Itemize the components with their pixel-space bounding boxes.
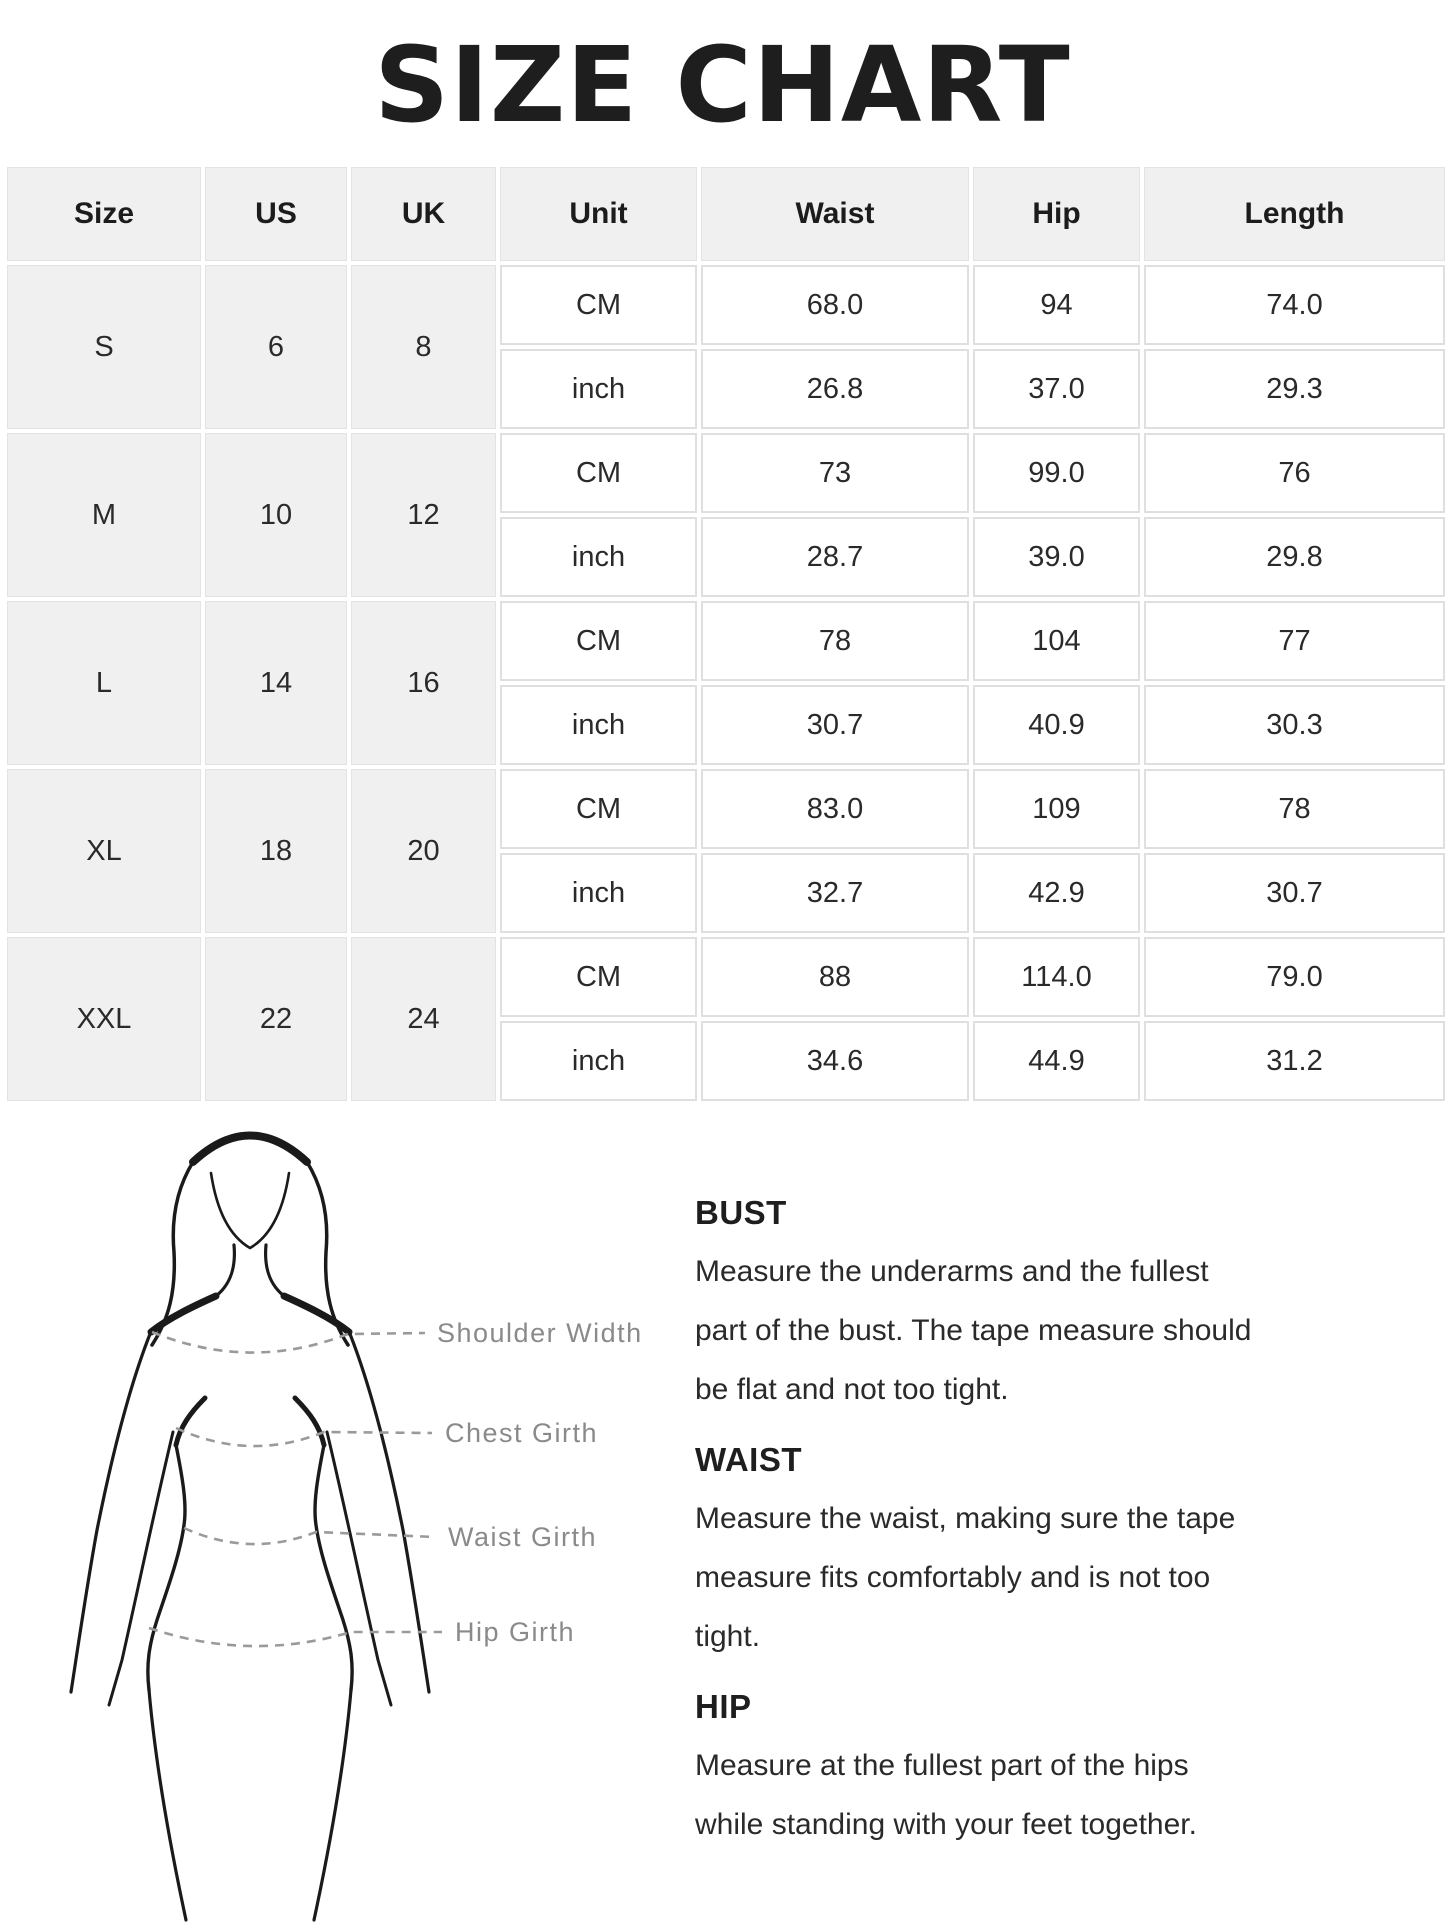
table-row: inch 32.7 42.9 30.7: [7, 853, 1445, 933]
bust-heading: BUST: [695, 1194, 787, 1231]
bust-text: Measure the underarms and the fullest pa…: [695, 1255, 1252, 1406]
unit-cell: CM: [500, 937, 697, 1017]
shoulder-width-dash-line: [151, 1330, 426, 1354]
length-cell: 78: [1144, 769, 1445, 849]
uk-size-cell: 12: [351, 433, 496, 597]
length-cell: 30.3: [1144, 685, 1445, 765]
waist-girth-label: Waist Girth: [448, 1522, 597, 1552]
hip-cell: 39.0: [973, 517, 1140, 597]
unit-cell: inch: [500, 349, 697, 429]
col-header-us: US: [205, 167, 347, 261]
length-cell: 76: [1144, 433, 1445, 513]
body-measurement-figure: Shoulder Width Chest Girth Waist Girth H…: [0, 1105, 700, 1927]
hip-cell: 109: [973, 769, 1140, 849]
waist-section: WAIST Measure the waist, making sure the…: [695, 1439, 1410, 1666]
unit-cell: inch: [500, 517, 697, 597]
uk-size-cell: 24: [351, 937, 496, 1101]
size-chart-table: Size US UK Unit Waist Hip Length S 6 8 C…: [3, 163, 1445, 1105]
col-header-waist: Waist: [701, 167, 969, 261]
waist-text: Measure the waist, making sure the tape …: [695, 1502, 1236, 1653]
waist-girth-dash-line: [183, 1526, 436, 1546]
waist-cell: 68.0: [701, 265, 969, 345]
table-header-row: Size US UK Unit Waist Hip Length: [7, 167, 1445, 261]
bust-section: BUST Measure the underarms and the fulle…: [695, 1192, 1410, 1419]
size-label-cell: M: [7, 433, 201, 597]
us-size-cell: 22: [205, 937, 347, 1101]
length-cell: 77: [1144, 601, 1445, 681]
waist-heading: WAIST: [695, 1441, 802, 1478]
unit-cell: inch: [500, 685, 697, 765]
unit-cell: CM: [500, 265, 697, 345]
uk-size-cell: 20: [351, 769, 496, 933]
hip-heading: HIP: [695, 1688, 752, 1725]
length-cell: 30.7: [1144, 853, 1445, 933]
waist-cell: 78: [701, 601, 969, 681]
unit-cell: inch: [500, 1021, 697, 1101]
table-row: XXL 22 24 CM 88 114.0 79.0: [7, 937, 1445, 1101]
size-label-cell: L: [7, 601, 201, 765]
col-header-hip: Hip: [973, 167, 1140, 261]
col-header-uk: UK: [351, 167, 496, 261]
table-row: XL 18 20 CM 83.0 109 78: [7, 769, 1445, 933]
waist-cell: 32.7: [701, 853, 969, 933]
table-row: L 14 16 CM 78 104 77: [7, 601, 1445, 765]
us-size-cell: 6: [205, 265, 347, 429]
waist-cell: 73: [701, 433, 969, 513]
waist-cell: 88: [701, 937, 969, 1017]
hip-text: Measure at the fullest part of the hips …: [695, 1749, 1197, 1841]
chest-girth-dash-line: [175, 1426, 433, 1448]
table-row: inch 28.7 39.0 29.8: [7, 517, 1445, 597]
hip-cell: 37.0: [973, 349, 1140, 429]
uk-size-cell: 8: [351, 265, 496, 429]
chest-girth-label: Chest Girth: [445, 1418, 598, 1448]
table-row: inch 26.8 37.0 29.3: [7, 349, 1445, 429]
table-row: inch 34.6 44.9 31.2: [7, 1021, 1445, 1101]
shoulder-width-label: Shoulder Width: [437, 1318, 643, 1348]
hip-cell: 99.0: [973, 433, 1140, 513]
length-cell: 29.8: [1144, 517, 1445, 597]
length-cell: 74.0: [1144, 265, 1445, 345]
waist-cell: 26.8: [701, 349, 969, 429]
page-title: SIZE CHART: [374, 24, 1071, 146]
us-size-cell: 10: [205, 433, 347, 597]
waist-cell: 28.7: [701, 517, 969, 597]
col-header-size: Size: [7, 167, 201, 261]
hip-cell: 94: [973, 265, 1140, 345]
hip-cell: 42.9: [973, 853, 1140, 933]
hip-cell: 104: [973, 601, 1140, 681]
length-cell: 31.2: [1144, 1021, 1445, 1101]
hip-girth-dash-line: [148, 1626, 442, 1648]
hip-section: HIP Measure at the fullest part of the h…: [695, 1686, 1410, 1854]
waist-cell: 83.0: [701, 769, 969, 849]
hip-cell: 44.9: [973, 1021, 1140, 1101]
female-silhouette-diagram: Shoulder Width Chest Girth Waist Girth H…: [69, 1131, 643, 1922]
hip-cell: 114.0: [973, 937, 1140, 1017]
size-label-cell: S: [7, 265, 201, 429]
unit-cell: CM: [500, 601, 697, 681]
table-row: M 10 12 CM 73 99.0 76: [7, 433, 1445, 597]
us-size-cell: 18: [205, 769, 347, 933]
waist-cell: 34.6: [701, 1021, 969, 1101]
table-row: S 6 8 CM 68.0 94 74.0: [7, 265, 1445, 429]
size-label-cell: XL: [7, 769, 201, 933]
waist-cell: 30.7: [701, 685, 969, 765]
size-label-cell: XXL: [7, 937, 201, 1101]
hip-girth-label: Hip Girth: [455, 1617, 575, 1647]
length-cell: 79.0: [1144, 937, 1445, 1017]
col-header-length: Length: [1144, 167, 1445, 261]
us-size-cell: 14: [205, 601, 347, 765]
table-row: inch 30.7 40.9 30.3: [7, 685, 1445, 765]
col-header-unit: Unit: [500, 167, 697, 261]
unit-cell: CM: [500, 433, 697, 513]
unit-cell: CM: [500, 769, 697, 849]
hip-cell: 40.9: [973, 685, 1140, 765]
measuring-instructions: BUST Measure the underarms and the fulle…: [695, 1192, 1410, 1874]
length-cell: 29.3: [1144, 349, 1445, 429]
uk-size-cell: 16: [351, 601, 496, 765]
unit-cell: inch: [500, 853, 697, 933]
